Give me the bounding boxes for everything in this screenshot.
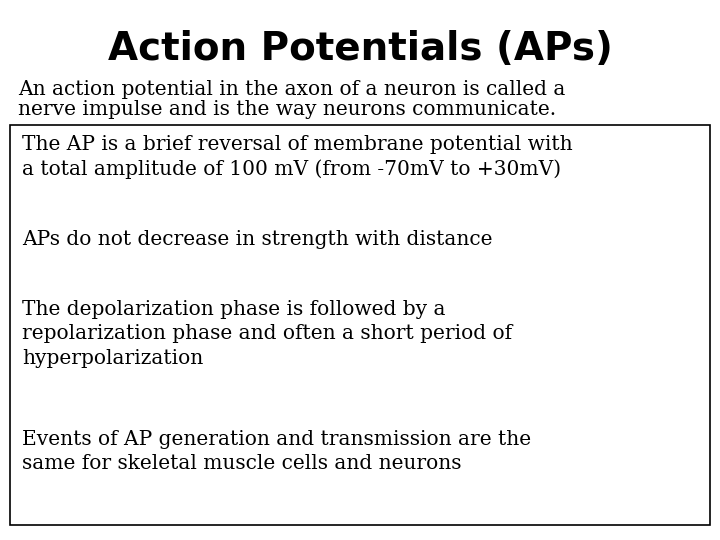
- Text: The AP is a brief reversal of membrane potential with
a total amplitude of 100 m: The AP is a brief reversal of membrane p…: [22, 135, 572, 179]
- Bar: [10, 125, 710, 525]
- Text: An action potential in the axon of a neuron is called a: An action potential in the axon of a neu…: [18, 80, 565, 99]
- Text: Events of AP generation and transmission are the
same for skeletal muscle cells : Events of AP generation and transmission…: [22, 430, 531, 473]
- Text: nerve impulse and is the way neurons communicate.: nerve impulse and is the way neurons com…: [18, 100, 556, 119]
- Text: APs do not decrease in strength with distance: APs do not decrease in strength with dis…: [22, 230, 492, 249]
- Text: Action Potentials (APs): Action Potentials (APs): [107, 30, 613, 68]
- Text: The depolarization phase is followed by a
repolarization phase and often a short: The depolarization phase is followed by …: [22, 300, 512, 368]
